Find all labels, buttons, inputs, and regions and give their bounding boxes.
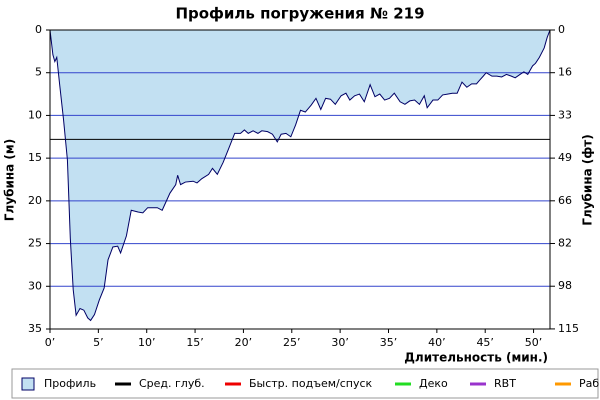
legend-swatch	[21, 377, 35, 391]
y2-tick-label: 49	[558, 151, 572, 164]
x-axis-label: Длительность (мин.)	[404, 351, 548, 365]
profile-line	[49, 29, 551, 322]
legend-label: Раб.	[579, 377, 600, 390]
legend-box	[11, 368, 599, 399]
y2-tick-label: 98	[558, 279, 572, 292]
x-tick-label: 50’	[525, 336, 543, 349]
x-tick-label: 0’	[45, 336, 56, 349]
y2-tick-label: 0	[558, 23, 565, 36]
x-tick-label: 30’	[331, 336, 349, 349]
y-tick-label: 35	[28, 322, 42, 335]
x-tick-label: 45’	[476, 336, 494, 349]
profile-area	[50, 30, 550, 321]
x-tick-label: 5’	[93, 336, 104, 349]
x-tick-label: 35’	[380, 336, 398, 349]
legend-label: Быстр. подъем/спуск	[249, 377, 373, 390]
y2-tick-label: 115	[558, 322, 579, 335]
y-axis-label: Глубина (м)	[3, 139, 17, 221]
y-tick-label: 10	[28, 108, 42, 121]
y2-axis-label: Глубина (фт)	[581, 134, 595, 225]
legend-label: RBT	[494, 377, 516, 390]
x-tick-label: 40’	[428, 336, 446, 349]
y-tick-label: 0	[35, 23, 42, 36]
x-tick-label: 20’	[235, 336, 253, 349]
x-tick-label: 10’	[138, 336, 156, 349]
y2-tick-label: 16	[558, 66, 572, 79]
legend-label: Деко	[419, 377, 448, 390]
plot-border	[49, 29, 551, 330]
y2-tick-label: 66	[558, 194, 572, 207]
y-tick-label: 30	[28, 279, 42, 292]
x-tick-label: 15’	[186, 336, 204, 349]
y-tick-label: 20	[28, 194, 42, 207]
legend-label: Профиль	[44, 377, 96, 390]
y2-tick-label: 33	[558, 108, 572, 121]
legend-label: Сред. глуб.	[139, 377, 205, 390]
y-tick-label: 25	[28, 237, 42, 250]
y2-tick-label: 82	[558, 237, 572, 250]
y-tick-label: 15	[28, 151, 42, 164]
y-tick-label: 5	[35, 66, 42, 79]
x-tick-label: 25’	[283, 336, 301, 349]
chart-title: Профиль погружения № 219	[175, 5, 424, 23]
